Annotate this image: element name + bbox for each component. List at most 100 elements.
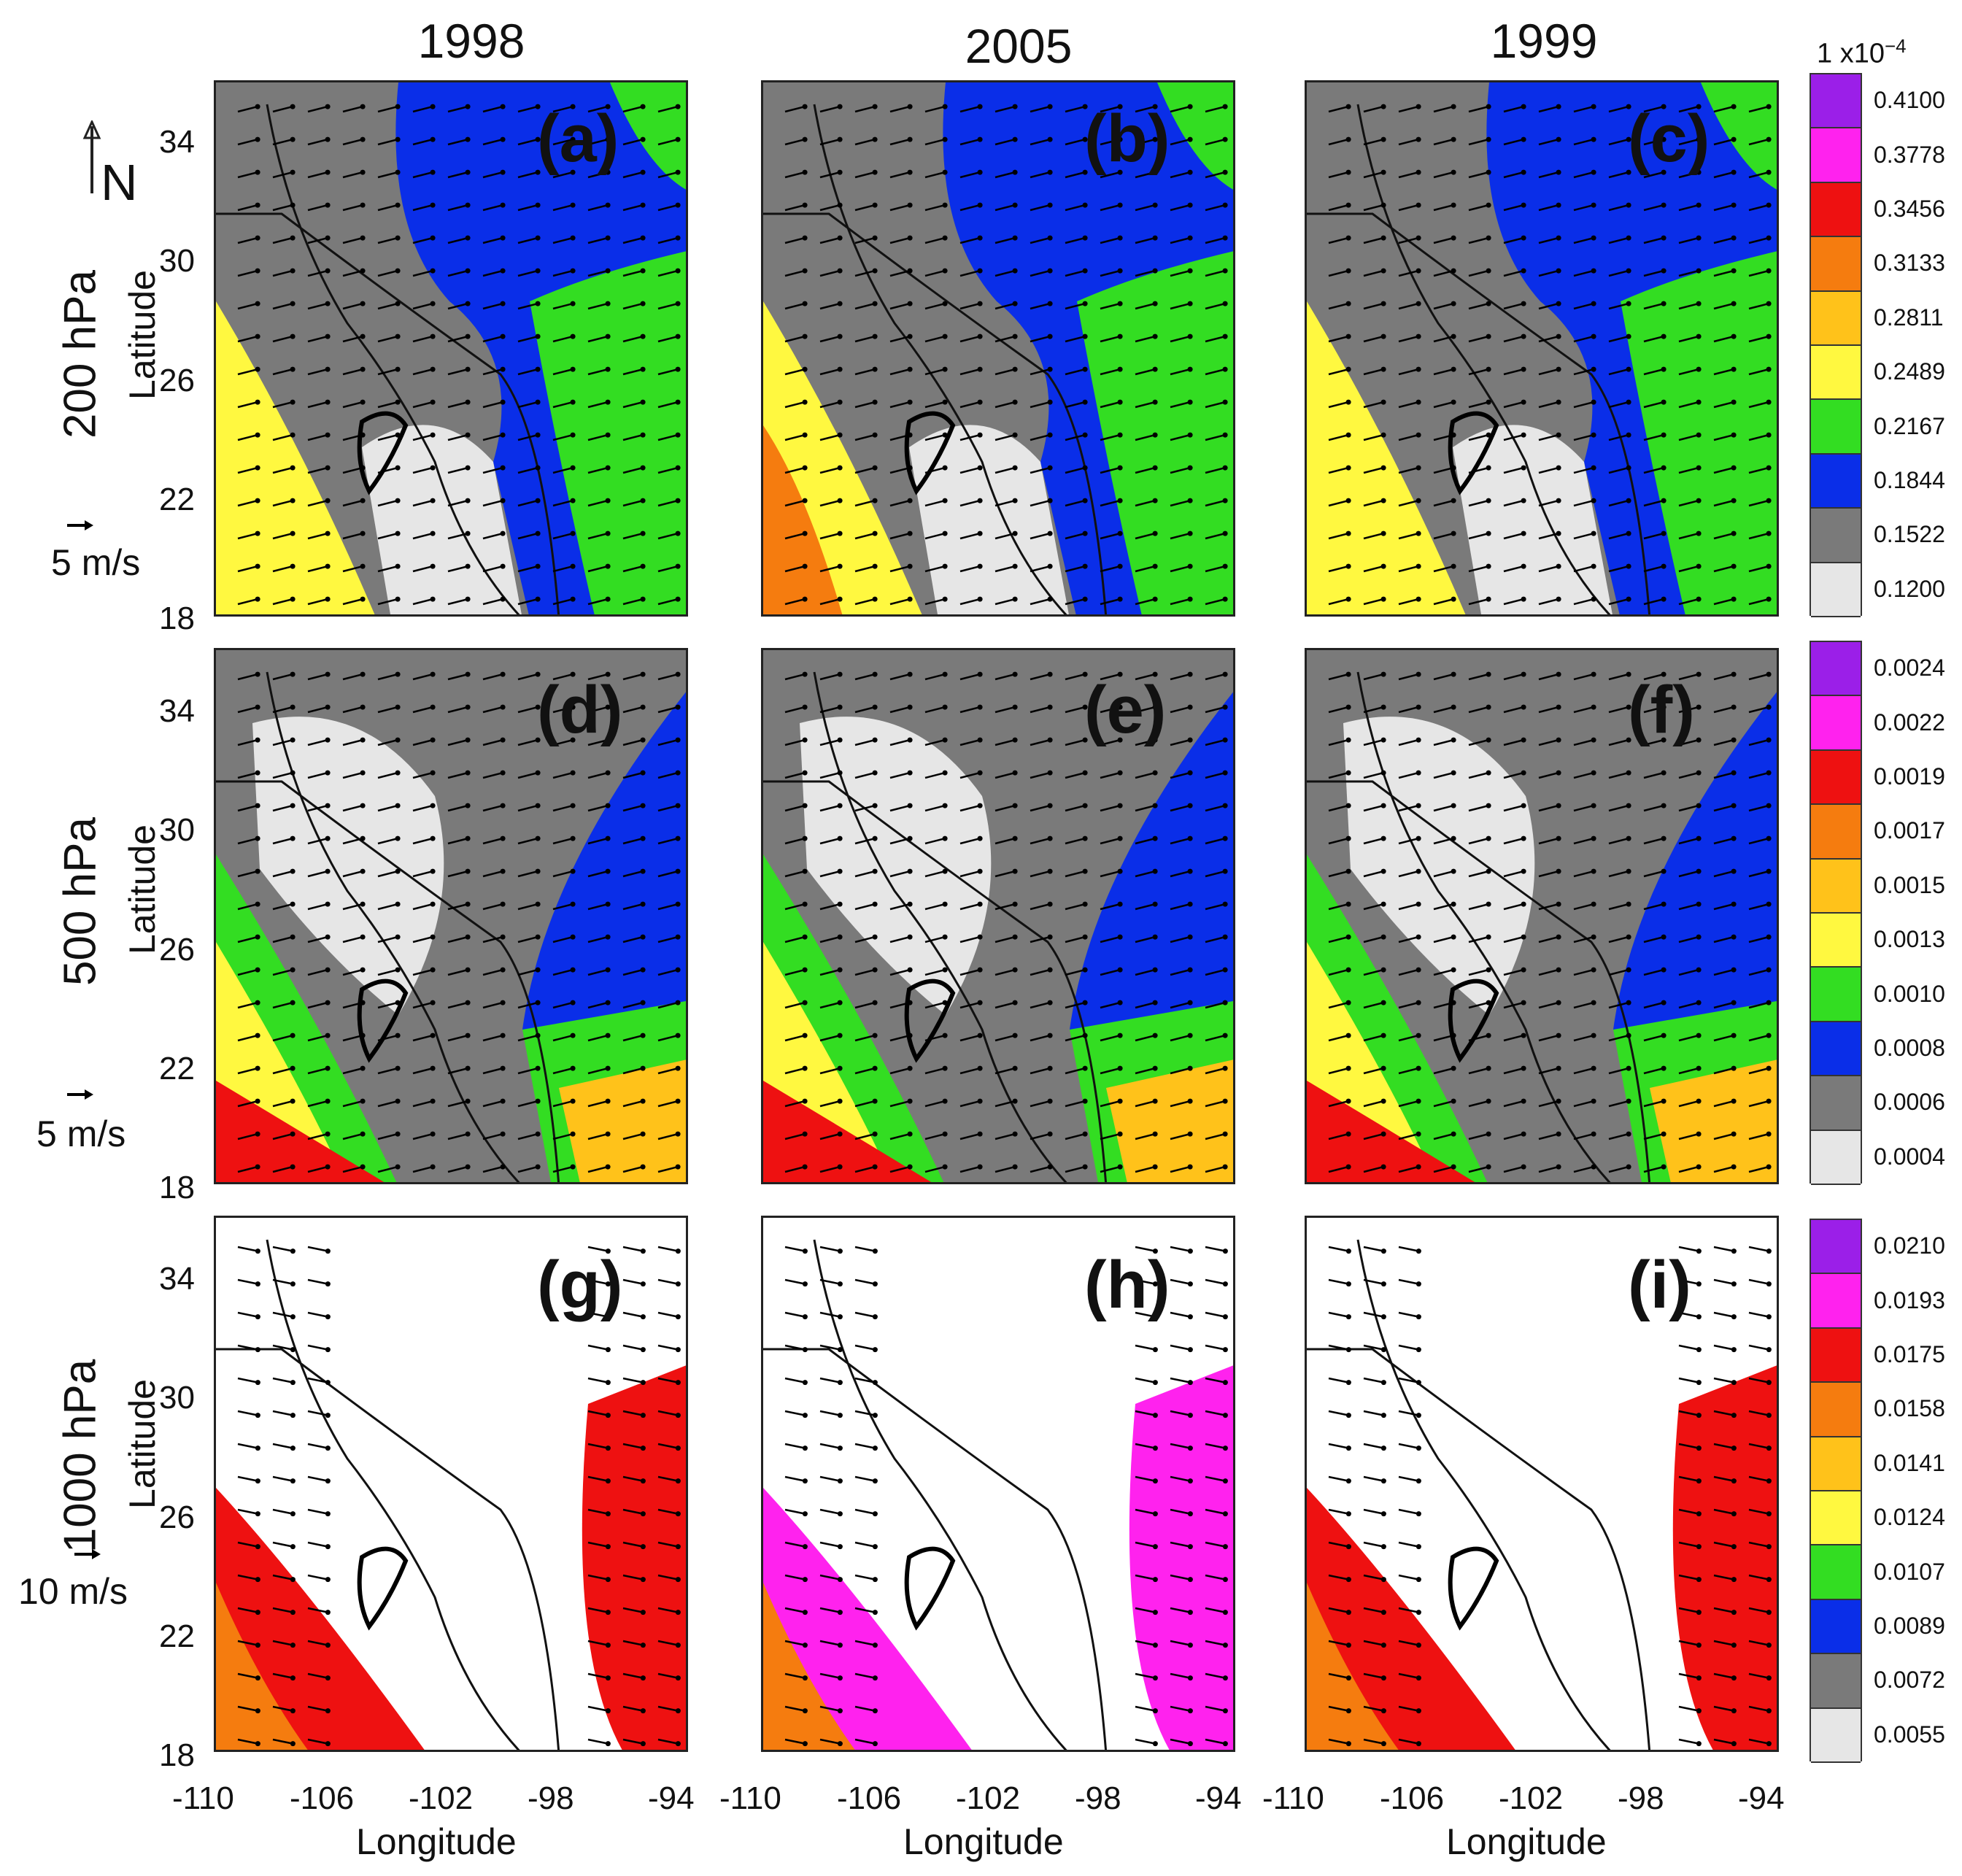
colorbar-2 xyxy=(1810,641,1862,1185)
row-axis-latitude-1: Latitude xyxy=(122,270,163,400)
colorbar-swatch xyxy=(1811,1383,1861,1437)
lat-tick: 18 xyxy=(159,1737,195,1773)
colorbar-value: 0.0015 xyxy=(1874,871,1945,898)
colorbar-value: 0.0013 xyxy=(1874,926,1945,953)
colorbar-swatch xyxy=(1811,1274,1861,1329)
lat-tick: 22 xyxy=(159,1618,195,1654)
colorbar-swatch xyxy=(1811,1022,1861,1077)
colorbar-swatch xyxy=(1811,509,1861,563)
colorbar-value: 0.0175 xyxy=(1874,1341,1945,1367)
map-panel-h: (h) xyxy=(761,1216,1235,1752)
colorbar-value: 0.0055 xyxy=(1874,1721,1945,1748)
lon-tick: -102 xyxy=(409,1780,474,1816)
colorbar-value: 0.1522 xyxy=(1874,521,1945,548)
lat-tick: 30 xyxy=(159,1380,195,1416)
x-axis-title: Longitude xyxy=(903,1821,1064,1862)
row-axis-latitude-3: Latitude xyxy=(122,1379,163,1509)
row-label-1000hpa: 1000 hPa xyxy=(55,1359,106,1553)
lon-tick: -106 xyxy=(290,1780,355,1816)
colorbar-swatch xyxy=(1811,128,1861,183)
colorbar-value: 0.3778 xyxy=(1874,141,1945,168)
lon-tick: -94 xyxy=(1738,1780,1785,1816)
scale-arrow-icon xyxy=(66,511,95,536)
colorbar-swatch xyxy=(1811,1130,1861,1185)
colorbar-swatch xyxy=(1811,642,1861,697)
map-panel-a: (a) xyxy=(214,80,688,617)
row-axis-latitude-2: Latitude xyxy=(122,825,163,954)
panel-letter: (h) xyxy=(1084,1248,1170,1322)
colorbar-value: 0.1844 xyxy=(1874,467,1945,493)
panel-letter: (b) xyxy=(1084,101,1170,176)
colorbar-value: 0.1200 xyxy=(1874,575,1945,602)
north-label: N xyxy=(101,154,138,211)
colorbar-swatch xyxy=(1811,400,1861,455)
lat-tick: 22 xyxy=(159,1051,195,1086)
colorbar-swatch xyxy=(1811,1076,1861,1131)
colorbar-value: 0.0124 xyxy=(1874,1504,1945,1531)
lat-tick: 18 xyxy=(159,1170,195,1205)
lat-tick: 34 xyxy=(159,124,195,160)
x-axis-title: Longitude xyxy=(356,1821,517,1862)
colorbar-value: 0.3133 xyxy=(1874,250,1945,277)
column-title-2005: 2005 xyxy=(965,19,1073,73)
lon-tick: -110 xyxy=(1262,1780,1324,1816)
lat-tick: 30 xyxy=(159,812,195,848)
colorbar-swatch xyxy=(1811,805,1861,860)
colorbar-swatch xyxy=(1811,1545,1861,1600)
colorbar-swatch xyxy=(1811,74,1861,129)
colorbar-value: 0.0006 xyxy=(1874,1089,1945,1116)
panel-letter: (d) xyxy=(537,673,623,747)
colorbar-swatch xyxy=(1811,1328,1861,1383)
map-panel-d: (d) xyxy=(214,648,688,1184)
map-panel-i: (i) xyxy=(1305,1216,1779,1752)
x-axis-title: Longitude xyxy=(1446,1821,1607,1862)
lon-tick: -102 xyxy=(1499,1780,1564,1816)
colorbar-swatch xyxy=(1811,454,1861,509)
lon-tick: -98 xyxy=(1075,1780,1121,1816)
colorbar-swatch xyxy=(1811,1654,1861,1709)
map-panel-g: (g) xyxy=(214,1216,688,1752)
colorbar-swatch xyxy=(1811,345,1861,401)
colorbar-value: 0.0107 xyxy=(1874,1558,1945,1585)
colorbar-swatch xyxy=(1811,237,1861,292)
lat-tick: 22 xyxy=(159,482,195,517)
colorbar-3 xyxy=(1810,1219,1862,1763)
colorbar-swatch xyxy=(1811,1708,1861,1763)
lat-tick: 34 xyxy=(159,1261,195,1297)
scale-arrow-icon xyxy=(66,1080,95,1105)
colorbar-value: 0.0072 xyxy=(1874,1667,1945,1694)
colorbar-swatch xyxy=(1811,1599,1861,1655)
colorbar-value: 0.0008 xyxy=(1874,1035,1945,1061)
lon-tick: -102 xyxy=(956,1780,1021,1816)
map-panel-f: (f) xyxy=(1305,648,1779,1184)
lat-tick: 30 xyxy=(159,243,195,279)
scale-arrow-icon xyxy=(73,1540,102,1565)
lon-tick: -94 xyxy=(1195,1780,1242,1816)
panel-letter: (f) xyxy=(1628,673,1695,747)
north-arrow-icon xyxy=(79,119,144,201)
colorbar-value: 0.3456 xyxy=(1874,196,1945,222)
lon-tick: -94 xyxy=(648,1780,695,1816)
colorbar-multiplier: 1 x10−4 xyxy=(1817,35,1907,69)
colorbar-value: 0.0022 xyxy=(1874,709,1945,736)
colorbar-value: 0.2167 xyxy=(1874,412,1945,439)
column-title-1999: 1999 xyxy=(1490,14,1598,68)
colorbar-swatch xyxy=(1811,182,1861,238)
colorbar-value: 0.0019 xyxy=(1874,763,1945,790)
lat-tick: 26 xyxy=(159,363,195,398)
colorbar-swatch xyxy=(1811,750,1861,806)
map-panel-b: (b) xyxy=(761,80,1235,617)
map-panel-c: (c) xyxy=(1305,80,1779,617)
colorbar-value: 0.0017 xyxy=(1874,817,1945,844)
lat-tick: 26 xyxy=(159,1499,195,1535)
colorbar-value: 0.4100 xyxy=(1874,87,1945,114)
colorbar-value: 0.0141 xyxy=(1874,1449,1945,1476)
scale-label-row1: 5 m/s xyxy=(51,542,141,583)
row-label-200hpa: 200 hPa xyxy=(55,270,106,439)
panel-letter: (a) xyxy=(537,101,619,176)
lat-tick: 18 xyxy=(159,601,195,636)
column-title-1998: 1998 xyxy=(417,14,525,68)
lon-tick: -106 xyxy=(837,1780,902,1816)
colorbar-swatch xyxy=(1811,291,1861,346)
colorbar-swatch xyxy=(1811,859,1861,914)
